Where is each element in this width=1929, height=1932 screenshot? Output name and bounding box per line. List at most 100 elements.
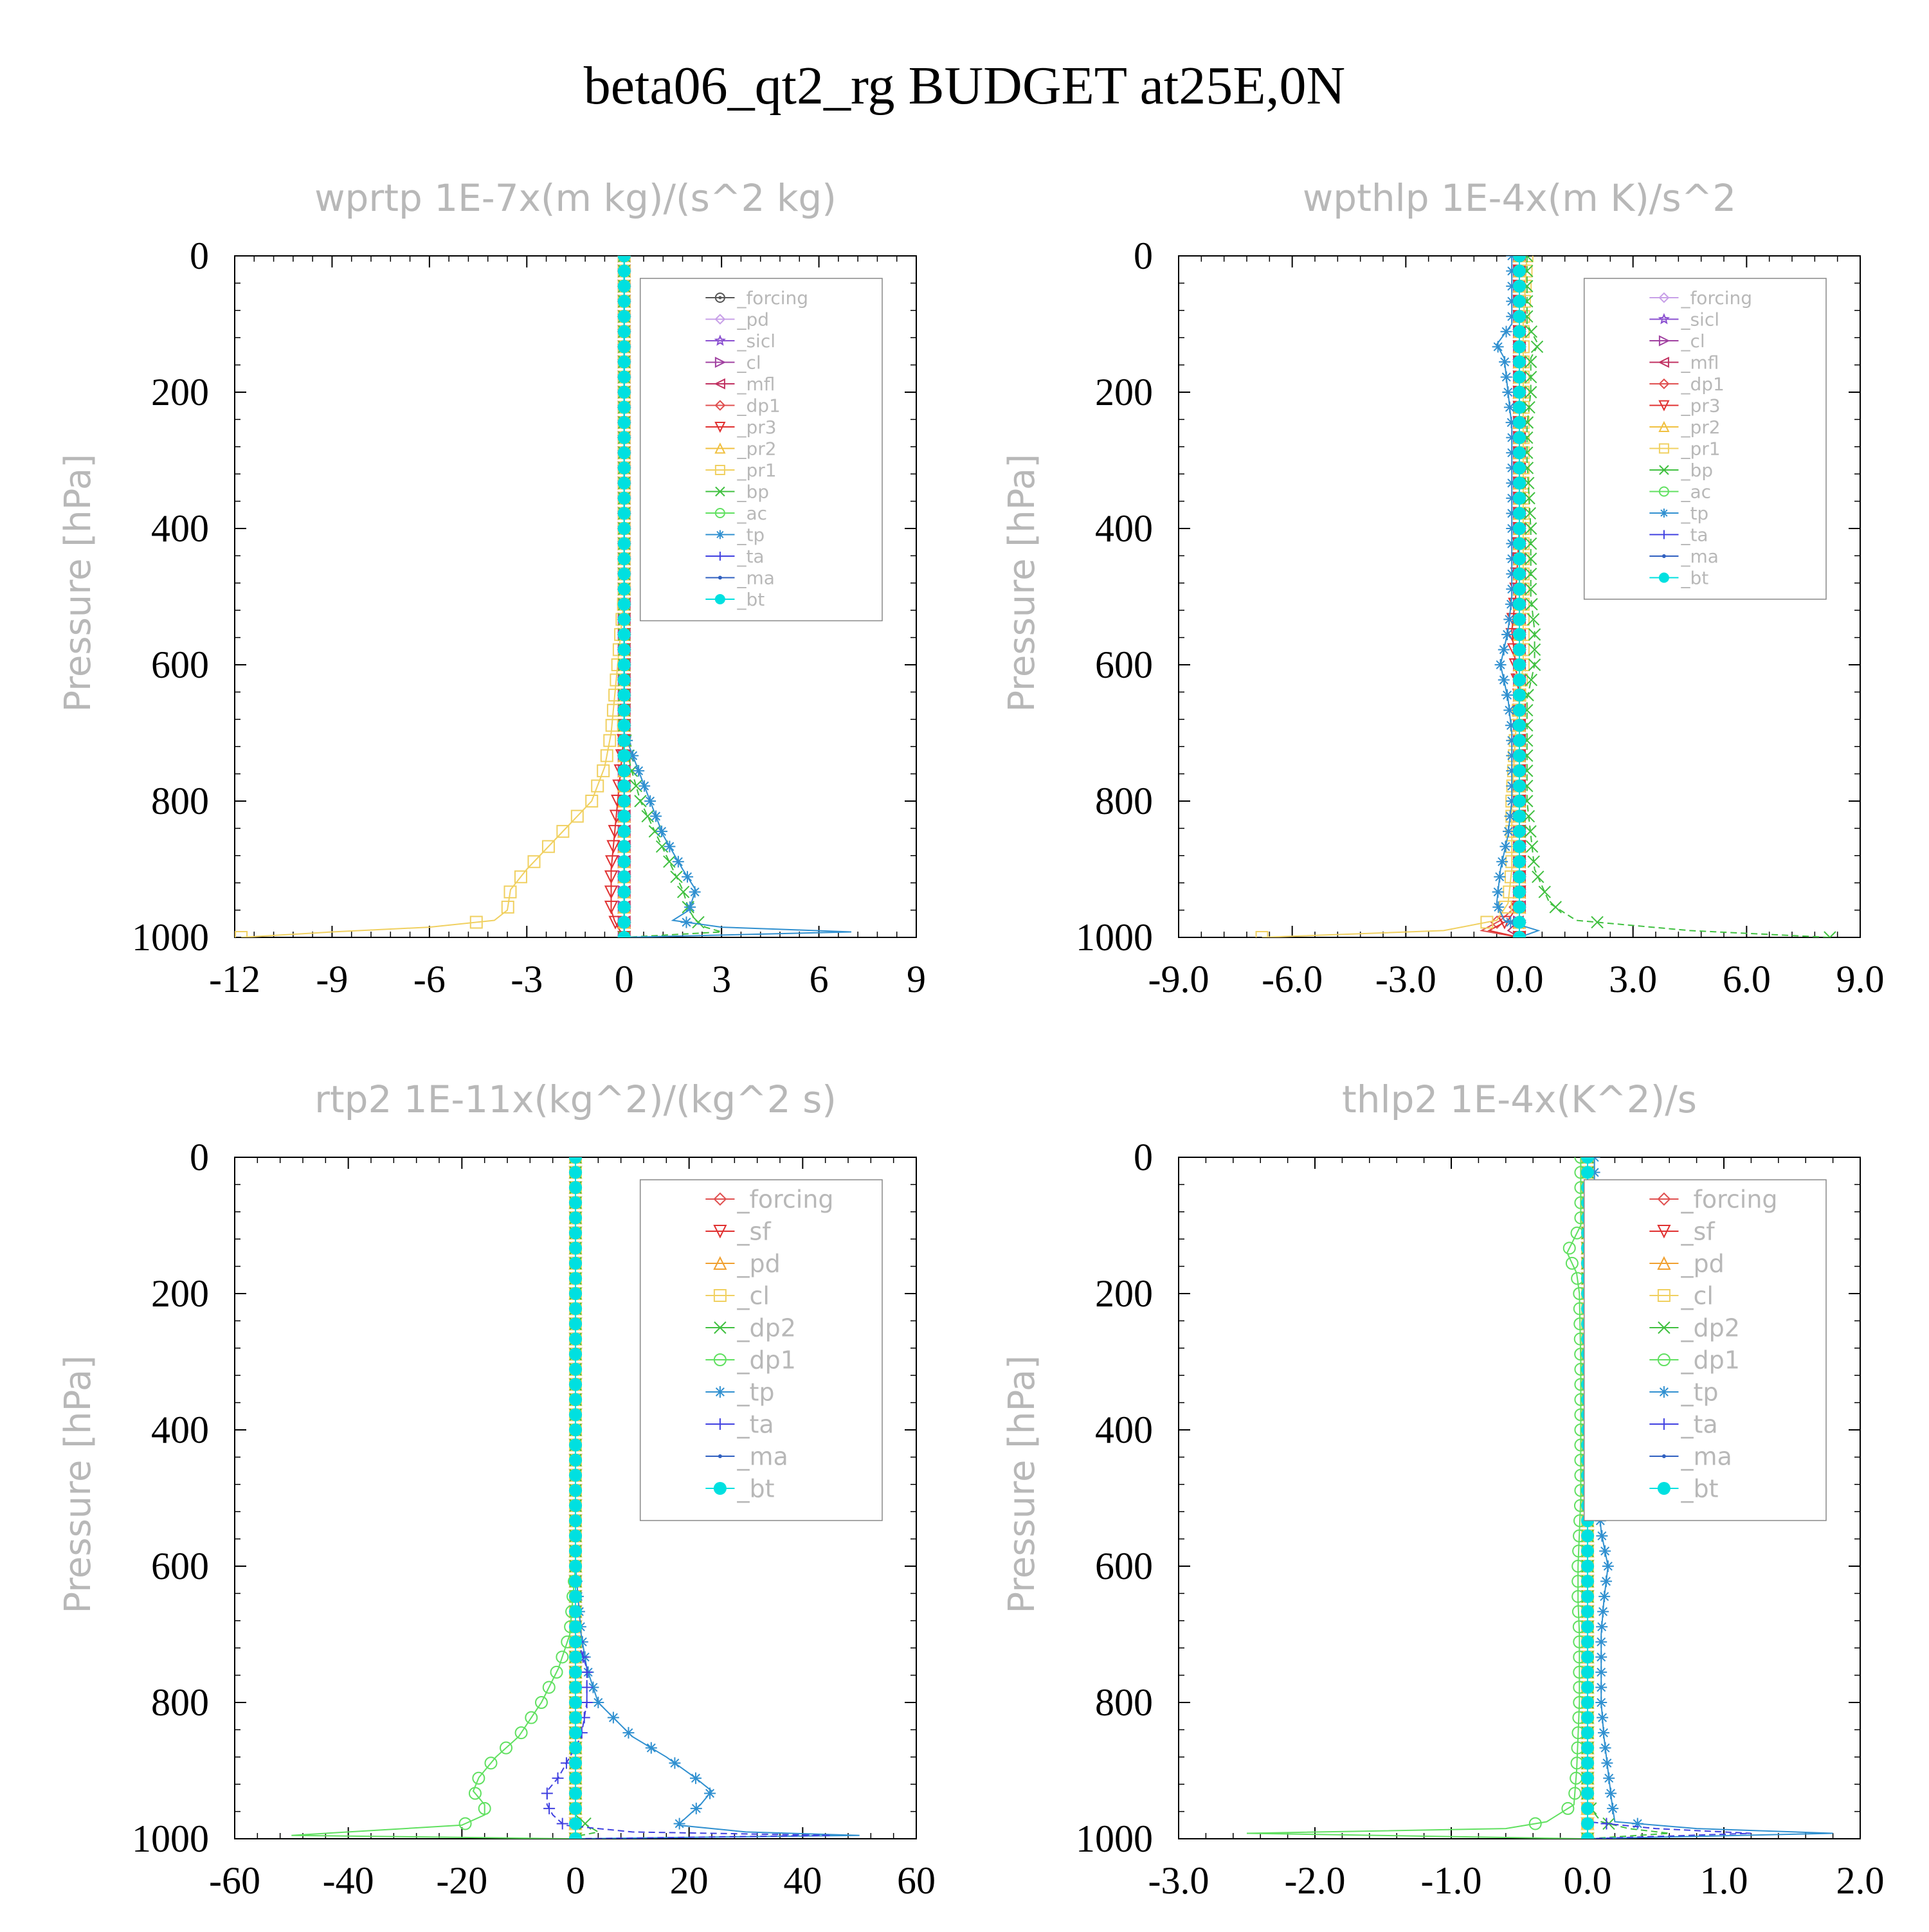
- legend-label: _pr2: [736, 438, 776, 459]
- data-point: [1513, 870, 1526, 883]
- data-point: [1525, 840, 1539, 853]
- data-point: [1513, 370, 1526, 384]
- data-point: [704, 1787, 716, 1800]
- legend-label: _pr3: [736, 417, 776, 438]
- data-point: [1597, 1605, 1609, 1618]
- data-point: [617, 340, 631, 354]
- x-tick-label: 20: [670, 1859, 709, 1902]
- data-point: [1506, 280, 1518, 293]
- y-tick-label: 1000: [132, 916, 209, 959]
- legend-label: _cl: [736, 1281, 769, 1310]
- data-point: [1581, 1650, 1594, 1664]
- data-point: [645, 1742, 657, 1754]
- data-point: [569, 1756, 582, 1770]
- y-tick-label: 800: [151, 780, 209, 822]
- legend-swatch-marker: [1658, 335, 1671, 347]
- legend-label: _forcing: [736, 287, 808, 309]
- legend-label: _pd: [736, 309, 769, 330]
- y-tick-label: 400: [1095, 1409, 1153, 1451]
- data-point: [603, 734, 617, 747]
- data-point: [570, 809, 584, 823]
- data-point: [1523, 507, 1537, 520]
- y-axis-label: Pressure [hPa]: [1001, 1355, 1043, 1614]
- data-point: [1506, 734, 1518, 746]
- legend-swatch-marker: [713, 1225, 727, 1239]
- series_dp1: [1480, 256, 1526, 937]
- data-point: [1599, 1545, 1611, 1557]
- legend-swatch-marker: [1658, 1418, 1670, 1430]
- legend-swatch-marker: [714, 378, 725, 390]
- legend-label: _sicl: [1680, 309, 1719, 330]
- legend-swatch-marker: [715, 486, 725, 497]
- data-point: [569, 1681, 582, 1694]
- data-point: [1513, 734, 1526, 747]
- data-point: [1513, 916, 1526, 929]
- legend-swatch-marker: [714, 465, 725, 475]
- plot-frame: [234, 255, 917, 938]
- data-point: [1503, 613, 1516, 626]
- data-point: [1525, 325, 1538, 338]
- data-point: [591, 779, 604, 793]
- data-point: [1549, 901, 1562, 914]
- data-point: [617, 916, 631, 929]
- data-point: [617, 643, 631, 656]
- legend-box: [1583, 278, 1827, 600]
- data-point: [605, 855, 619, 869]
- data-point: [638, 780, 651, 792]
- data-point: [663, 855, 676, 868]
- series_bt: [1513, 256, 1526, 937]
- data-point: [597, 764, 610, 777]
- data-point: [690, 1802, 702, 1814]
- y-tick-label: 400: [151, 1409, 209, 1451]
- series_pr1: [235, 256, 631, 937]
- series_dp1: [1246, 1157, 1594, 1839]
- data-point: [569, 1393, 582, 1406]
- data-point: [1581, 1665, 1594, 1679]
- x-tick-label: -3: [511, 958, 543, 1000]
- data-point: [689, 886, 701, 898]
- data-point: [1600, 1575, 1612, 1587]
- legend-label: _ma: [1680, 1442, 1732, 1470]
- legend-swatch-marker: [714, 1418, 726, 1430]
- legend-swatch-marker: [713, 1192, 727, 1206]
- legend-swatch-marker: [1657, 1289, 1671, 1302]
- data-point: [569, 1423, 582, 1436]
- legend-label: _forcing: [1680, 1185, 1777, 1213]
- data-point: [670, 871, 683, 883]
- legend: _forcing _sf _pd _cl _dp2 _dp1 _tp _ta _ma _bt: [1583, 1179, 1827, 1521]
- data-point: [535, 1696, 548, 1709]
- x-tick-label: 3.0: [1609, 958, 1657, 1000]
- data-point: [1506, 477, 1518, 489]
- data-point: [1496, 856, 1508, 868]
- legend-label: _pd: [736, 1249, 780, 1277]
- x-tick-label: -1.0: [1421, 1859, 1482, 1902]
- x-tick-label: -9: [316, 958, 348, 1000]
- data-point: [673, 1818, 685, 1830]
- data-point: [1581, 1726, 1594, 1740]
- data-point: [617, 401, 631, 414]
- data-point: [1513, 582, 1526, 596]
- data-point: [1255, 931, 1269, 937]
- data-point: [1527, 855, 1540, 868]
- x-tick-label: 6: [810, 958, 829, 1000]
- data-point: [569, 1801, 582, 1815]
- data-point: [1562, 1241, 1576, 1255]
- series_dp2: [569, 1157, 601, 1839]
- data-point: [617, 703, 631, 717]
- data-point: [1513, 325, 1526, 338]
- legend-label: _cl: [736, 352, 761, 373]
- legend-swatch-marker: [713, 1353, 727, 1366]
- data-point: [627, 750, 639, 762]
- data-point: [569, 1348, 582, 1361]
- data-point: [1595, 1681, 1608, 1693]
- data-point: [1581, 1575, 1594, 1588]
- legend-swatch-marker: [1658, 378, 1670, 390]
- data-point: [1513, 355, 1526, 368]
- legend-label: _ta: [736, 546, 764, 567]
- legend-label: _ma: [736, 567, 774, 588]
- data-point: [617, 658, 631, 671]
- y-tick-label: 600: [1095, 644, 1153, 686]
- legend-swatch-marker: [1658, 292, 1670, 303]
- series-line: [241, 256, 625, 937]
- data-point: [1494, 871, 1506, 883]
